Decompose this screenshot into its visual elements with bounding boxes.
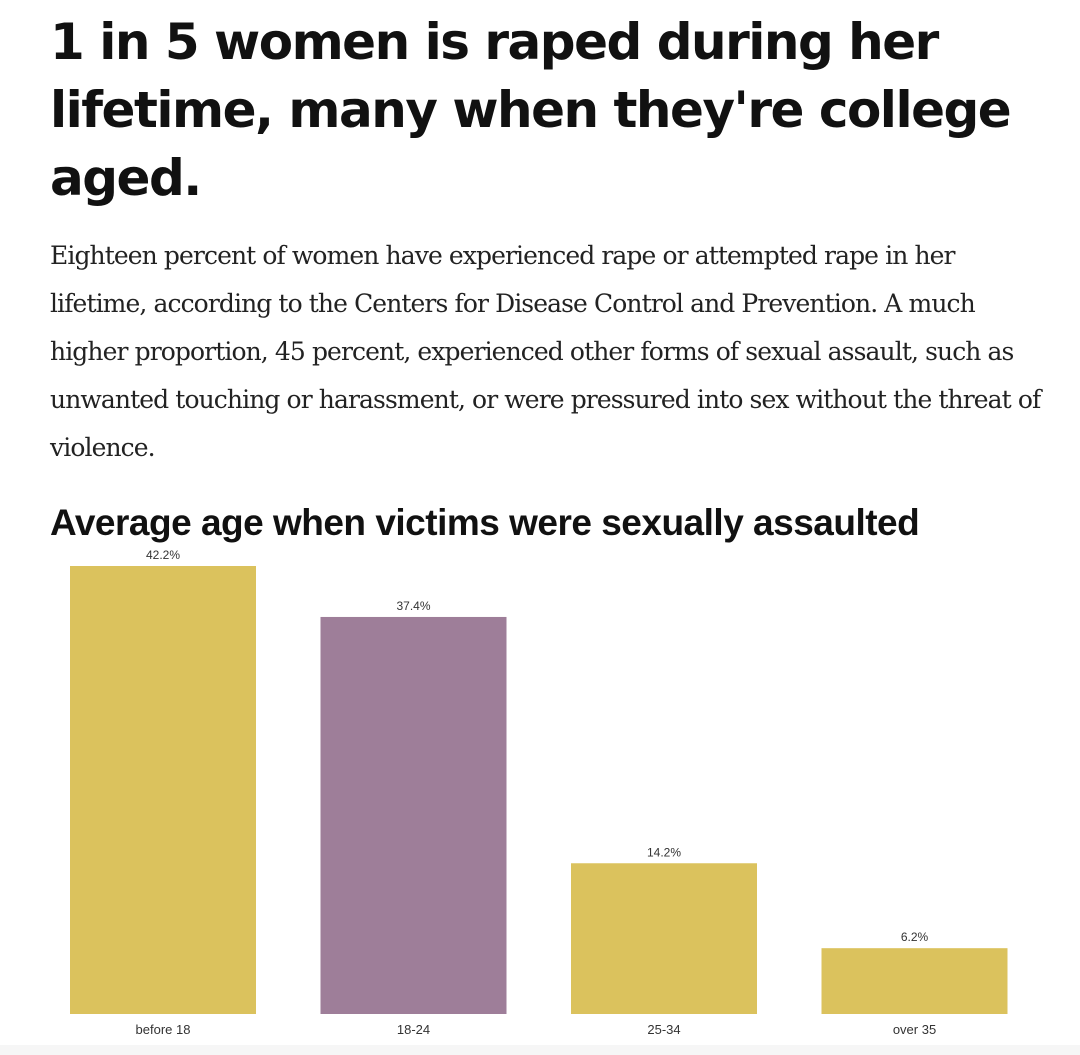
category-label-25-34: 25-34 bbox=[647, 1022, 680, 1037]
bar-25-34 bbox=[571, 863, 757, 1014]
category-label-over-35: over 35 bbox=[893, 1022, 936, 1037]
article-paragraph: Eighteen percent of women have experienc… bbox=[50, 241, 1041, 462]
value-label-25-34: 14.2% bbox=[647, 845, 681, 859]
bottom-edge bbox=[0, 1045, 1080, 1055]
headline: 1 in 5 women is raped during her lifetim… bbox=[50, 13, 1012, 207]
category-label-before-18: before 18 bbox=[136, 1022, 191, 1037]
value-label-over-35: 6.2% bbox=[901, 930, 929, 944]
category-label-18-24: 18-24 bbox=[397, 1022, 430, 1037]
bar-chart: 42.2% before 18 37.4% 18-24 14.2% 25-34 6.2% ov… bbox=[70, 548, 1008, 1037]
value-label-before-18: 42.2% bbox=[146, 548, 180, 562]
chart-title: Average age when victims were sexually a… bbox=[50, 502, 920, 543]
value-label-18-24: 37.4% bbox=[396, 599, 430, 613]
bar-over-35 bbox=[821, 948, 1008, 1014]
bar-18-24 bbox=[320, 616, 507, 1014]
bar-before-18 bbox=[70, 566, 256, 1014]
